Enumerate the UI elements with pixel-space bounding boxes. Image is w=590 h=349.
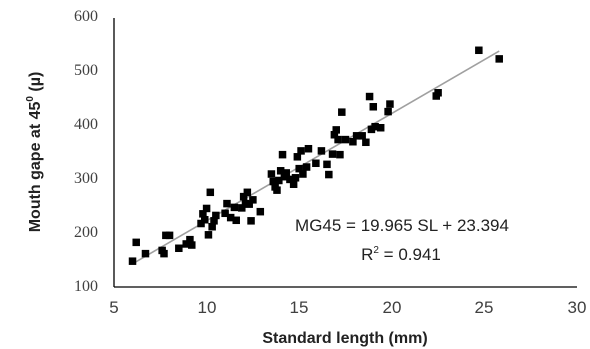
data-point-6 — [165, 231, 174, 240]
data-point-28 — [243, 188, 252, 197]
data-point-59 — [336, 150, 344, 159]
y-axis-title-unit: (µ) — [27, 72, 44, 96]
data-point-29 — [245, 200, 253, 208]
y-axis-title-superscript: 0 — [25, 96, 36, 102]
data-point-46 — [295, 164, 303, 173]
y-tick-label: 200 — [74, 224, 98, 241]
data-point-55 — [328, 150, 337, 158]
data-point-0 — [128, 257, 137, 265]
data-point-1 — [132, 238, 140, 247]
y-tick-label: 600 — [74, 8, 98, 25]
x-tick-label: 20 — [383, 298, 402, 317]
y-axis-title-main: Mouth gape at 45 — [27, 102, 44, 233]
data-points — [128, 46, 503, 265]
data-point-4 — [160, 249, 168, 258]
y-axis-ticks: 100 200 300 400 500 600 — [74, 8, 98, 295]
data-point-18 — [210, 217, 218, 225]
data-point-16 — [206, 188, 215, 197]
data-point-9 — [186, 235, 194, 244]
data-point-7 — [175, 244, 183, 253]
data-point-42 — [286, 175, 294, 184]
data-point-58 — [334, 135, 342, 144]
data-point-70 — [376, 124, 385, 132]
x-tick-label: 10 — [198, 298, 217, 317]
data-point-72 — [386, 100, 394, 108]
y-tick-label: 300 — [74, 170, 98, 187]
data-point-44 — [291, 174, 300, 182]
data-point-71 — [384, 107, 392, 116]
x-axis-title: Standard length (mm) — [262, 330, 427, 347]
data-point-24 — [232, 216, 240, 225]
data-point-69 — [371, 122, 379, 131]
x-tick-label: 30 — [568, 298, 587, 317]
data-point-25 — [238, 204, 246, 212]
x-tick-label: 25 — [475, 298, 494, 317]
trendline — [132, 50, 500, 265]
data-point-74 — [434, 89, 442, 97]
data-point-36 — [273, 186, 281, 194]
data-point-11 — [197, 219, 205, 228]
x-tick-label: 15 — [290, 298, 309, 317]
data-point-13 — [201, 216, 209, 224]
data-point-2 — [141, 249, 150, 258]
data-point-22 — [226, 213, 235, 222]
data-point-34 — [269, 177, 278, 186]
data-point-20 — [221, 209, 229, 218]
data-point-21 — [223, 199, 231, 208]
data-point-53 — [323, 160, 331, 169]
data-point-63 — [352, 132, 361, 140]
data-point-19 — [212, 211, 220, 220]
data-point-49 — [302, 163, 311, 171]
data-point-30 — [247, 217, 255, 225]
data-point-52 — [317, 147, 326, 155]
data-point-45 — [293, 153, 302, 161]
data-point-47 — [297, 147, 305, 155]
data-point-12 — [199, 210, 207, 218]
data-point-17 — [208, 222, 216, 231]
y-tick-label: 100 — [74, 278, 98, 295]
data-point-39 — [278, 150, 287, 159]
data-point-23 — [230, 203, 239, 212]
data-point-76 — [495, 55, 503, 63]
data-point-56 — [330, 131, 339, 139]
data-point-75 — [475, 46, 483, 55]
y-tick-label: 500 — [74, 62, 98, 79]
data-point-64 — [358, 132, 366, 140]
data-point-38 — [276, 167, 285, 175]
y-tick-label: 400 — [74, 116, 98, 133]
y-axis-title: Mouth gape at 450 (µ) — [25, 72, 44, 233]
data-point-61 — [341, 135, 350, 144]
r-squared-value: = 0.941 — [379, 245, 441, 264]
r-squared-label: R2 = 0.941 — [361, 245, 441, 264]
data-point-50 — [304, 144, 313, 153]
x-axis-ticks: 5 10 15 20 25 30 — [109, 298, 586, 317]
data-point-33 — [267, 170, 276, 178]
data-point-10 — [188, 241, 196, 249]
data-point-48 — [299, 170, 307, 178]
data-point-60 — [338, 108, 346, 116]
r-squared-superscript: 2 — [373, 245, 379, 256]
r-squared-r: R — [361, 245, 373, 264]
data-point-43 — [289, 180, 298, 188]
data-point-54 — [325, 170, 333, 179]
data-point-26 — [239, 192, 248, 201]
regression-equation: MG45 = 19.965 SL + 23.394 — [295, 216, 509, 235]
data-point-62 — [349, 137, 357, 146]
data-point-65 — [362, 138, 370, 147]
x-tick-label: 5 — [109, 298, 118, 317]
data-point-68 — [369, 103, 378, 111]
data-point-66 — [365, 92, 374, 101]
data-point-41 — [282, 169, 290, 177]
data-point-51 — [312, 159, 320, 168]
data-point-40 — [280, 172, 289, 181]
data-point-15 — [204, 231, 213, 239]
data-point-37 — [275, 176, 283, 185]
data-point-8 — [182, 240, 190, 248]
data-point-57 — [332, 126, 340, 134]
data-point-32 — [256, 207, 265, 216]
data-point-14 — [202, 204, 211, 213]
data-point-31 — [249, 196, 257, 204]
